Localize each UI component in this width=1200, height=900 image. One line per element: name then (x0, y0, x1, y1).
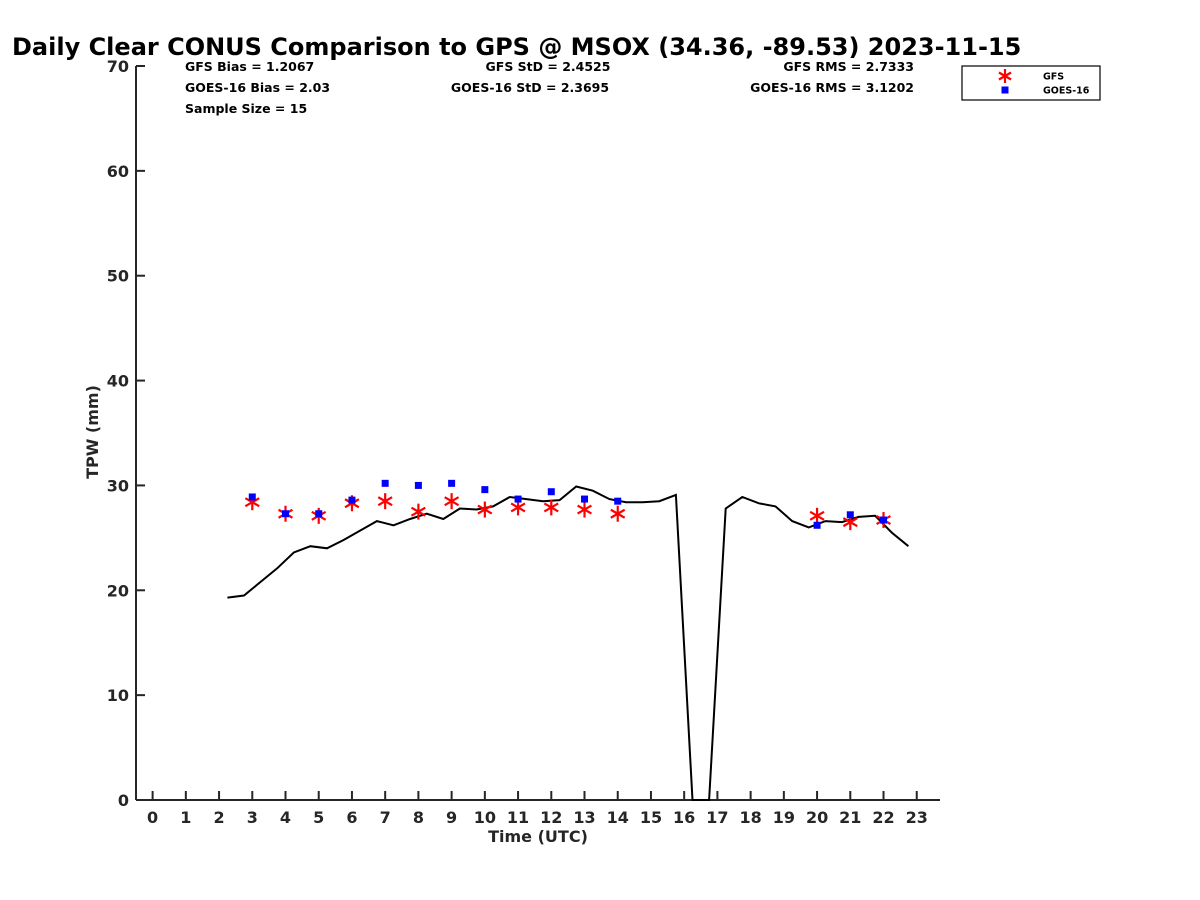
stat-goes-std: GOES-16 StD = 2.3695 (451, 80, 609, 95)
gfs-point (543, 499, 559, 516)
stat-goes-rms: GOES-16 RMS = 3.1202 (750, 80, 914, 95)
x-tick-label: 15 (640, 808, 662, 827)
stat-gfs-std: GFS StD = 2.4525 (486, 59, 611, 74)
goes-point (248, 493, 256, 501)
gps-line (227, 485, 910, 801)
goes-point (348, 496, 356, 504)
gfs-point (477, 501, 493, 518)
chart-title: Daily Clear CONUS Comparison to GPS @ MS… (12, 33, 1021, 61)
legend-goes-marker (1001, 86, 1009, 94)
goes-point (315, 510, 323, 518)
x-tick-label: 7 (380, 808, 391, 827)
stat-gfs-rms: GFS RMS = 2.7333 (783, 59, 914, 74)
x-tick-label: 2 (213, 808, 224, 827)
y-tick-label: 10 (107, 686, 129, 705)
gfs-point (377, 493, 393, 510)
legend-gfs-marker (998, 69, 1012, 83)
goes-point (581, 495, 589, 503)
legend-box (961, 65, 1101, 101)
y-axis-label: TPW (mm) (83, 385, 102, 479)
x-tick-label: 6 (346, 808, 357, 827)
x-tick-label: 14 (607, 808, 629, 827)
x-tick-label: 5 (313, 808, 324, 827)
gfs-point (809, 507, 825, 524)
x-tick-label: 17 (706, 808, 728, 827)
x-tick-label: 22 (872, 808, 894, 827)
x-tick-label: 21 (839, 808, 861, 827)
legend: GFS GOES-16 (961, 65, 1101, 101)
y-tick-label: 20 (107, 581, 129, 600)
x-tick-label: 3 (247, 808, 258, 827)
gfs-point (410, 503, 426, 520)
x-tick-label: 10 (474, 808, 496, 827)
x-tick-label: 9 (446, 808, 457, 827)
x-tick-label: 4 (280, 808, 291, 827)
goes-point (481, 486, 489, 494)
goes-point (514, 495, 522, 503)
x-tick-label: 18 (739, 808, 761, 827)
goes-point (282, 510, 290, 518)
stat-sample-size: Sample Size = 15 (185, 101, 307, 116)
axes: 0 1 2 3 4 5 6 7 8 9 10 11 12 13 14 15 16 17 18 19 20 21 22 2301… (107, 57, 940, 827)
goes-point (880, 516, 888, 524)
y-tick-label: 0 (118, 791, 129, 810)
goes-point (448, 479, 456, 487)
gps-series-line (227, 485, 910, 801)
y-tick-label: 60 (107, 162, 129, 181)
gfs-series (244, 493, 891, 531)
stats-block: GFS Bias = 1.2067 GOES-16 Bias = 2.03 Sa… (185, 59, 914, 116)
x-tick-label: 13 (573, 808, 595, 827)
x-tick-label: 19 (773, 808, 795, 827)
stat-goes-bias: GOES-16 Bias = 2.03 (185, 80, 330, 95)
x-tick-label: 8 (413, 808, 424, 827)
y-tick-label: 40 (107, 372, 129, 391)
goes-point (414, 481, 422, 489)
x-tick-label: 23 (906, 808, 928, 827)
x-tick-label: 0 (147, 808, 158, 827)
goes-point (547, 488, 555, 496)
goes-point (846, 511, 854, 519)
y-tick-label: 50 (107, 267, 129, 286)
x-tick-label: 16 (673, 808, 695, 827)
legend-label: GOES-16 (1043, 86, 1090, 97)
gfs-point (610, 505, 626, 522)
y-tick-label: 30 (107, 476, 129, 495)
gfs-point (444, 493, 460, 510)
x-tick-label: 12 (540, 808, 562, 827)
goes-point (381, 479, 389, 487)
x-axis-label: Time (UTC) (488, 827, 588, 846)
goes-point (813, 521, 821, 529)
x-tick-label: 1 (180, 808, 191, 827)
gfs-point (577, 501, 592, 518)
goes-series (248, 479, 888, 529)
goes-point (614, 497, 622, 505)
x-tick-label: 11 (507, 808, 529, 827)
stat-gfs-bias: GFS Bias = 1.2067 (185, 59, 314, 74)
x-tick-label: 20 (806, 808, 828, 827)
y-tick-label: 70 (107, 57, 129, 76)
legend-label: GFS (1043, 72, 1064, 83)
